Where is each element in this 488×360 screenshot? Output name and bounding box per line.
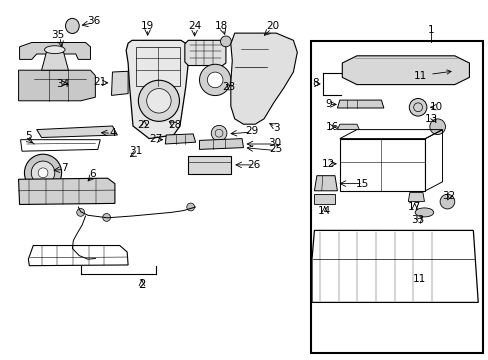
Text: 11: 11: [412, 274, 426, 284]
Ellipse shape: [414, 208, 433, 217]
Text: 31: 31: [129, 146, 142, 156]
Text: 27: 27: [148, 134, 162, 144]
Polygon shape: [314, 194, 334, 204]
Bar: [188, 156, 231, 174]
Polygon shape: [342, 56, 468, 85]
Text: 25: 25: [269, 144, 283, 154]
Text: 7: 7: [61, 163, 68, 174]
Circle shape: [199, 64, 230, 95]
Text: 5: 5: [25, 131, 32, 141]
Text: 14: 14: [317, 206, 331, 216]
Text: 9: 9: [325, 99, 331, 109]
Circle shape: [31, 161, 55, 185]
Circle shape: [24, 154, 61, 192]
Polygon shape: [337, 100, 383, 108]
Polygon shape: [19, 70, 95, 101]
Text: 1: 1: [427, 24, 434, 35]
Text: 12: 12: [321, 159, 335, 169]
Text: 13: 13: [424, 114, 437, 124]
Circle shape: [38, 168, 48, 178]
Polygon shape: [20, 42, 90, 59]
Circle shape: [138, 80, 179, 121]
Polygon shape: [126, 40, 189, 139]
Text: 22: 22: [137, 120, 151, 130]
Circle shape: [439, 194, 454, 209]
Text: 18: 18: [214, 21, 227, 31]
Text: 33: 33: [410, 215, 424, 225]
Text: 29: 29: [245, 126, 259, 136]
Polygon shape: [337, 124, 359, 130]
Text: 17: 17: [407, 202, 421, 212]
Text: 20: 20: [266, 21, 279, 31]
Circle shape: [429, 119, 445, 135]
Text: 4: 4: [109, 128, 116, 138]
Polygon shape: [314, 176, 337, 191]
Text: 26: 26: [247, 160, 261, 170]
Circle shape: [77, 208, 84, 216]
Polygon shape: [111, 71, 128, 95]
Polygon shape: [407, 193, 424, 202]
Text: 28: 28: [168, 120, 182, 130]
Text: 32: 32: [441, 191, 455, 201]
Text: 3: 3: [272, 123, 279, 133]
Text: 2: 2: [138, 278, 145, 291]
Text: 36: 36: [87, 16, 101, 26]
Polygon shape: [230, 33, 297, 124]
Polygon shape: [165, 134, 195, 144]
Text: 21: 21: [93, 77, 107, 87]
Text: 16: 16: [325, 122, 339, 132]
Polygon shape: [37, 126, 117, 138]
Polygon shape: [19, 178, 115, 204]
Circle shape: [211, 125, 226, 141]
Text: 23: 23: [222, 82, 235, 92]
Ellipse shape: [220, 36, 231, 47]
Text: 6: 6: [89, 169, 96, 179]
Text: 10: 10: [429, 102, 442, 112]
Polygon shape: [41, 52, 68, 70]
Bar: [310, 41, 482, 353]
Ellipse shape: [65, 18, 79, 33]
Text: 30: 30: [268, 138, 281, 148]
Text: 11: 11: [413, 70, 450, 81]
Circle shape: [207, 72, 223, 88]
Circle shape: [146, 89, 171, 113]
Circle shape: [408, 99, 426, 116]
Ellipse shape: [44, 46, 65, 54]
Polygon shape: [184, 40, 225, 66]
Polygon shape: [199, 139, 243, 149]
Circle shape: [102, 213, 110, 221]
Text: 24: 24: [187, 21, 201, 31]
Circle shape: [186, 203, 194, 211]
Text: 8: 8: [311, 78, 318, 88]
Text: 19: 19: [141, 21, 154, 31]
Text: 15: 15: [355, 179, 369, 189]
Bar: [136, 47, 180, 86]
Text: 34: 34: [56, 78, 69, 89]
Text: 35: 35: [51, 30, 64, 40]
